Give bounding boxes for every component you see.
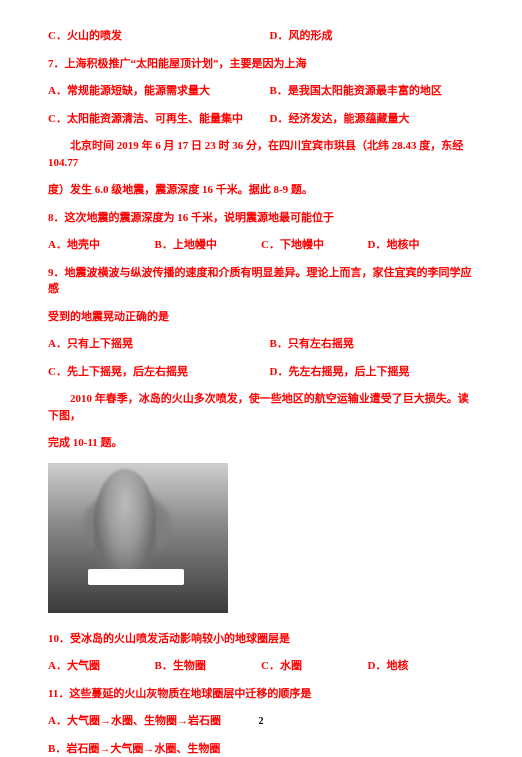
q6-opt-c: C．火山的喷发 — [48, 28, 252, 45]
ash-cloud-column — [94, 469, 156, 579]
q10-opt-d: D．地核 — [368, 658, 475, 675]
q8-stem: 8．这次地震的震源深度为 16 千米，说明震源地最可能位于 — [48, 210, 474, 227]
q9-opt-b: B．只有左右摇晃 — [270, 336, 474, 353]
q10-opt-a: A．大气圈 — [48, 658, 155, 675]
volcano-image — [48, 463, 228, 613]
q10-options: A．大气圈 B．生物圈 C．水圈 D．地核 — [48, 658, 474, 675]
q6-options-cd: C．火山的喷发 D．风的形成 — [48, 28, 474, 45]
q7-row1: A．常规能源短缺，能源需求量大 B．是我国太阳能资源最丰富的地区 — [48, 83, 474, 100]
q9-stem-l2: 受到的地震晃动正确的是 — [48, 309, 474, 326]
q7-opt-d: D．经济发达，能源蕴藏量大 — [270, 111, 474, 128]
page-number: 2 — [0, 716, 522, 727]
q6-opt-d: D．风的形成 — [270, 28, 474, 45]
q10-opt-c: C．水圈 — [261, 658, 368, 675]
q11-opt-b: B．岩石圈→大气圈→水圈、生物圈 — [48, 741, 474, 757]
q7-row2: C．太阳能资源清洁、可再生、能量集中 D．经济发达，能源蕴藏量大 — [48, 111, 474, 128]
q8-options: A．地壳中 B．上地幔中 C．下地幔中 D．地核中 — [48, 237, 474, 254]
passage-89-line2: 度）发生 6.0 级地震，震源深度 16 千米。据此 8-9 题。 — [48, 182, 474, 199]
q8-opt-b: B．上地幔中 — [155, 237, 262, 254]
q8-opt-c: C．下地幔中 — [261, 237, 368, 254]
q9-opt-d: D．先左右摇晃，后上下摇晃 — [270, 364, 474, 381]
q9-opt-c: C．先上下摇晃，后左右摇晃 — [48, 364, 252, 381]
passage-1011-line1: 2010 年春季，冰岛的火山多次喷发，使一些地区的航空运输业遭受了巨大损失。读下… — [48, 391, 474, 424]
q9-row1: A．只有上下摇晃 B．只有左右摇晃 — [48, 336, 474, 353]
q9-stem-l1: 9．地震波横波与纵波传播的速度和介质有明显差异。理论上而言，家住宜宾的李同学应感 — [48, 265, 474, 298]
passage-1011-line2: 完成 10-11 题。 — [48, 435, 474, 452]
q7-opt-c: C．太阳能资源清洁、可再生、能量集中 — [48, 111, 252, 128]
q7-opt-a: A．常规能源短缺，能源需求量大 — [48, 83, 252, 100]
q10-opt-b: B．生物圈 — [155, 658, 262, 675]
q7-opt-b: B．是我国太阳能资源最丰富的地区 — [270, 83, 474, 100]
passage-89-line1: 北京时间 2019 年 6 月 17 日 23 时 36 分，在四川宜宾市珙县（… — [48, 138, 474, 171]
q9-row2: C．先上下摇晃，后左右摇晃 D．先左右摇晃，后上下摇晃 — [48, 364, 474, 381]
q7-stem: 7．上海积极推广“太阳能屋顶计划”，主要是因为上海 — [48, 56, 474, 73]
q8-opt-d: D．地核中 — [368, 237, 475, 254]
q10-stem: 10．受冰岛的火山喷发活动影响较小的地球圈层是 — [48, 631, 474, 648]
q11-stem: 11．这些蔓延的火山灰物质在地球圈层中迁移的顺序是 — [48, 686, 474, 703]
q8-opt-a: A．地壳中 — [48, 237, 155, 254]
q9-opt-a: A．只有上下摇晃 — [48, 336, 252, 353]
image-label-box — [88, 569, 184, 585]
